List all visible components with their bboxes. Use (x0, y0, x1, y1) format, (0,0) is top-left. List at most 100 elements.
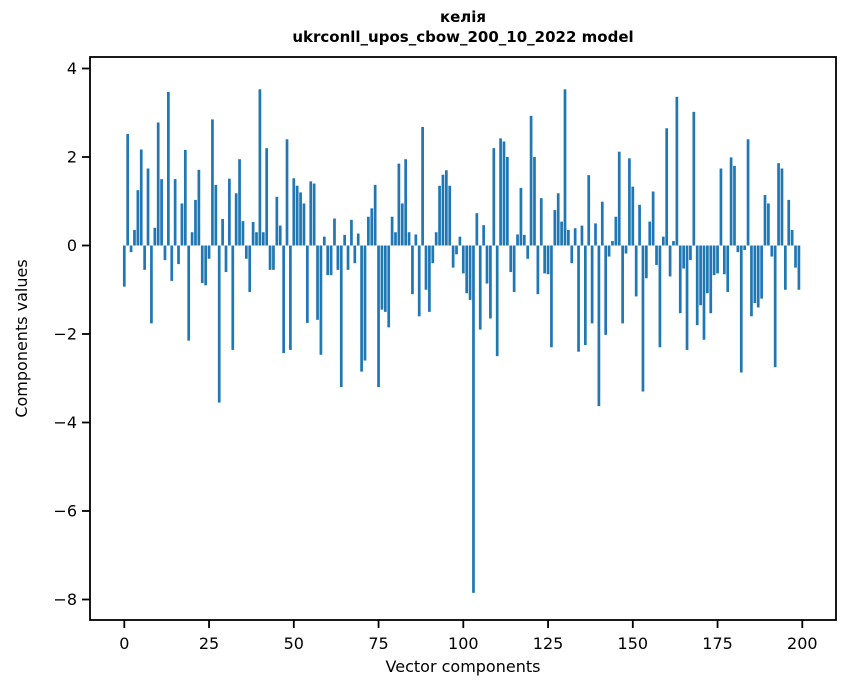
bar (739, 245, 743, 373)
bar (485, 245, 489, 284)
bar (573, 228, 577, 246)
bar (763, 195, 767, 246)
x-tick-label: 200 (787, 634, 818, 653)
bar (370, 208, 374, 246)
bar (590, 245, 594, 324)
bar (611, 241, 614, 246)
bar (682, 245, 685, 269)
bar (302, 203, 306, 246)
x-tick-label: 125 (533, 634, 564, 653)
bar (756, 245, 760, 308)
bar (516, 234, 519, 246)
bar (333, 218, 336, 246)
bar (722, 245, 726, 275)
bar (526, 245, 530, 259)
bar (322, 236, 326, 246)
bar (170, 245, 174, 281)
bar (726, 245, 730, 292)
bar (441, 174, 445, 246)
bar (675, 96, 679, 246)
bar (533, 157, 536, 246)
y-tick-label: −4 (53, 413, 77, 432)
bar (482, 225, 485, 246)
bar (258, 89, 262, 246)
bar (672, 241, 675, 246)
y-tick-label: −2 (53, 325, 77, 344)
bar (607, 245, 611, 257)
bar (712, 245, 716, 276)
bar (261, 232, 265, 246)
bar (478, 245, 482, 330)
bar (214, 184, 218, 246)
bar (489, 245, 492, 319)
bar (265, 148, 269, 246)
bar (448, 185, 452, 246)
bar (787, 199, 791, 246)
bar (139, 149, 143, 246)
bar (343, 234, 346, 246)
bar (658, 245, 662, 348)
bar (621, 245, 624, 324)
bar (495, 245, 499, 357)
bar (173, 179, 177, 246)
bar (641, 245, 645, 392)
bar (600, 201, 604, 246)
bar (129, 245, 133, 253)
x-tick-label: 150 (618, 634, 649, 653)
bar (560, 221, 563, 246)
bar (553, 210, 557, 246)
x-tick-label: 100 (448, 634, 479, 653)
bar (122, 245, 126, 287)
bar (390, 216, 394, 246)
bar (794, 245, 797, 268)
bar (275, 196, 279, 246)
bar (289, 245, 292, 350)
bar (438, 185, 441, 246)
bar (180, 203, 184, 246)
bar (404, 159, 408, 246)
bar (394, 232, 397, 246)
bar (546, 245, 550, 275)
bar (444, 170, 448, 246)
bar (692, 111, 696, 246)
bar (231, 245, 235, 350)
bar (570, 245, 574, 264)
bar (702, 245, 706, 340)
bar (685, 245, 689, 350)
y-tick-label: 4 (67, 59, 77, 78)
bar (783, 245, 787, 290)
bar (594, 223, 597, 246)
bar (143, 245, 146, 270)
bar (200, 245, 204, 284)
chart-title: келія (440, 8, 486, 26)
bar (689, 245, 692, 261)
bar (309, 181, 313, 246)
bar (153, 227, 157, 246)
bar (248, 245, 252, 292)
bar (729, 157, 733, 246)
bar (773, 245, 777, 368)
bar (177, 245, 180, 265)
bar (458, 236, 462, 246)
bar (238, 159, 241, 246)
bar (163, 245, 167, 261)
bar (668, 245, 672, 277)
bar (604, 245, 608, 335)
bar (746, 139, 750, 246)
x-tick-label: 25 (199, 634, 219, 653)
bar (356, 233, 360, 246)
bar (665, 128, 669, 246)
bar (716, 245, 719, 274)
bar (614, 216, 618, 246)
bar (451, 245, 455, 268)
bar (278, 225, 282, 246)
bar (272, 245, 275, 270)
bar (160, 179, 163, 246)
bar (645, 245, 648, 279)
bar (346, 245, 350, 270)
bar (767, 203, 770, 246)
bar (587, 175, 591, 246)
bar (336, 245, 340, 270)
axes-spines (89, 56, 837, 621)
